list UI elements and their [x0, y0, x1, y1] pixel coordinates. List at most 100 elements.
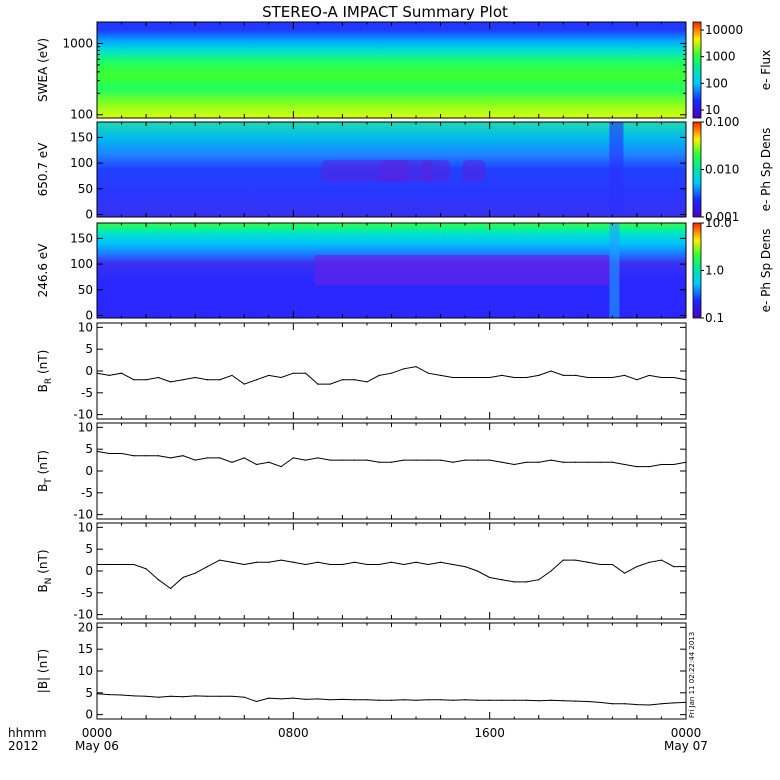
- data-point: [133, 695, 135, 697]
- data-point: [366, 459, 368, 461]
- data-point: [305, 372, 307, 374]
- data-point: [525, 461, 528, 463]
- data-point: [636, 466, 638, 468]
- data-point: [96, 372, 98, 374]
- data-point: [108, 693, 110, 696]
- data-point: [145, 695, 147, 697]
- x-tick-label: 0800: [278, 726, 309, 740]
- data-point: [157, 376, 159, 379]
- data-point: [574, 374, 577, 376]
- data-point: [108, 374, 110, 376]
- data-point: [133, 563, 135, 566]
- data-point: [587, 376, 589, 379]
- data-point: [157, 696, 159, 698]
- y-tick-label: 50: [78, 283, 93, 297]
- data-point: [452, 699, 454, 701]
- data-point: [280, 466, 282, 468]
- data-point: [599, 461, 601, 463]
- colorbar-tick-label: 0.001: [705, 210, 739, 224]
- y-tick-label: -10: [73, 608, 93, 622]
- data-point: [292, 697, 294, 699]
- data-point: [538, 700, 540, 702]
- data-point: [194, 572, 196, 574]
- data-point: [378, 699, 380, 701]
- data-point: [120, 452, 123, 455]
- panel-6: |B| (nT) 0 5 10 15 20: [36, 620, 687, 722]
- panel-1: 0.001 0.010 0.100 e- Ph Sp Dens 650.7 eV 0 50 1…: [36, 115, 773, 224]
- data-point: [611, 563, 613, 566]
- data-point: [329, 563, 331, 566]
- data-point: [96, 563, 98, 566]
- data-point: [170, 587, 172, 590]
- data-point: [317, 457, 319, 459]
- data-point: [685, 379, 687, 381]
- data-point: [648, 466, 650, 468]
- colorbar-tick-label: 100: [705, 76, 728, 90]
- x-tick-date-label: May 07: [664, 739, 708, 753]
- colorbar: [692, 121, 702, 218]
- y-axis-label: BN (nT): [36, 549, 54, 592]
- data-point: [354, 699, 356, 701]
- data-point: [133, 455, 135, 457]
- data-point: [280, 376, 282, 379]
- y-tick-label: 15: [78, 642, 93, 656]
- y-axis-label-unit: (nT): [36, 350, 50, 378]
- data-point: [624, 572, 626, 574]
- data-point: [611, 703, 613, 705]
- y-tick-label: -10: [73, 408, 93, 422]
- data-point: [452, 563, 454, 566]
- data-point: [354, 459, 356, 461]
- y-axis-label: |B| (nT): [36, 649, 50, 693]
- data-point: [170, 457, 172, 459]
- data-point: [439, 374, 442, 376]
- data-point: [427, 459, 429, 461]
- data-point: [513, 376, 515, 379]
- y-axis-label: BR (nT): [36, 350, 54, 393]
- data-point: [378, 374, 380, 376]
- data-point: [341, 563, 344, 566]
- y-tick-label: 0: [85, 708, 93, 722]
- data-point: [206, 566, 209, 568]
- y-tick-label: -5: [81, 586, 93, 600]
- data-point: [648, 561, 650, 563]
- y-axis-label-sub: T: [44, 478, 54, 485]
- data-point: [513, 463, 515, 466]
- data-point: [624, 374, 626, 376]
- data-point: [660, 463, 663, 466]
- y-axis-label-sub: R: [44, 378, 54, 384]
- data-point: [574, 700, 577, 702]
- data-point: [341, 698, 344, 700]
- data-point: [660, 559, 663, 561]
- colorbar: [692, 21, 702, 119]
- data-point: [354, 561, 356, 563]
- data-point: [255, 561, 258, 563]
- colorbar-label: e- Ph Sp Dens: [759, 229, 773, 313]
- panel-5: BN (nT) -10 -5 0 5 10: [36, 520, 687, 622]
- data-point: [231, 695, 233, 697]
- y-axis-label-main: B: [36, 384, 50, 392]
- data-point: [354, 379, 356, 381]
- data-point: [341, 459, 344, 461]
- data-point: [157, 455, 159, 457]
- data-point: [390, 461, 393, 463]
- data-point: [317, 561, 319, 563]
- data-point: [464, 459, 466, 461]
- data-point: [574, 559, 577, 561]
- data-point: [305, 563, 307, 566]
- data-point: [673, 566, 675, 568]
- data-point: [476, 376, 478, 379]
- y-tick-label: 100: [70, 156, 93, 170]
- data-point: [292, 372, 294, 374]
- data-point: [599, 376, 601, 379]
- y-tick-label: -10: [73, 508, 93, 522]
- panel-frame: [96, 522, 687, 620]
- data-point: [108, 452, 110, 455]
- data-point: [538, 374, 540, 376]
- data-point: [562, 461, 564, 463]
- data-point: [427, 372, 429, 374]
- data-point: [120, 694, 123, 696]
- data-point: [476, 459, 478, 461]
- colorbar-tick-label: 0.1: [705, 311, 724, 325]
- data-point: [194, 459, 196, 461]
- colorbar: [692, 222, 702, 319]
